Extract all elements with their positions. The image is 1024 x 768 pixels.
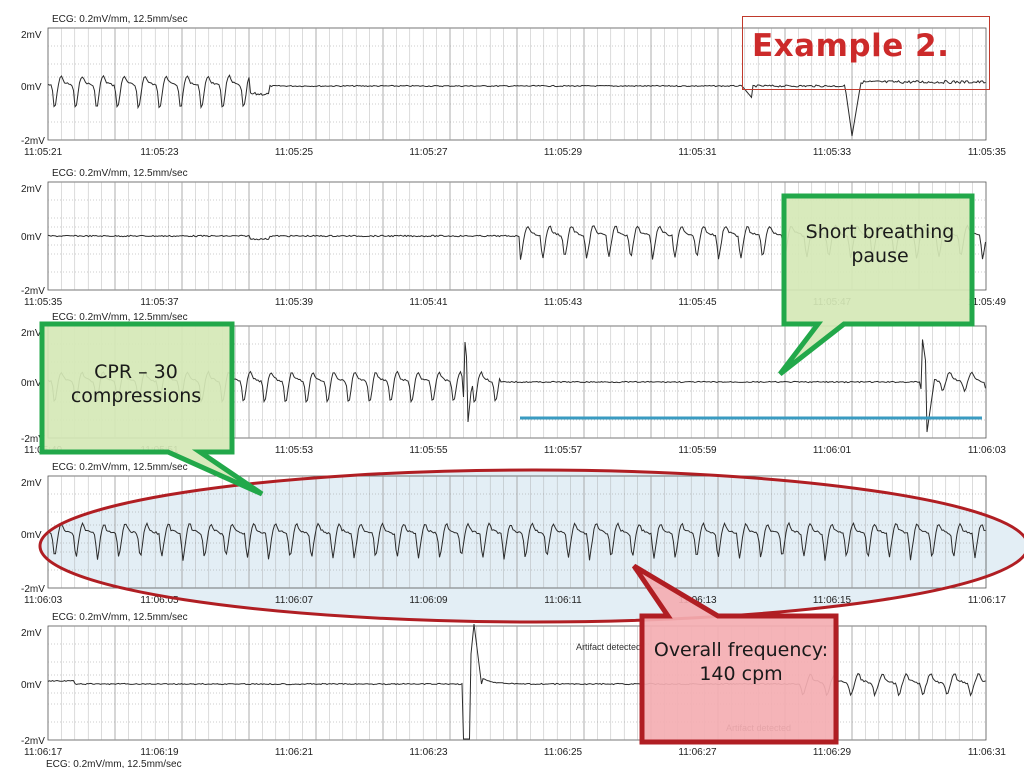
time-tick-label: 11:05:41 <box>409 297 448 308</box>
time-tick-label: 11:06:21 <box>275 747 314 758</box>
y-axis-label: 0mV <box>21 680 42 691</box>
time-tick-label: 11:05:43 <box>544 297 583 308</box>
time-tick-label: 11:06:03 <box>968 445 1007 456</box>
title-frame <box>742 16 990 90</box>
y-axis-label: -2mV <box>21 434 45 445</box>
time-tick-label: 11:05:39 <box>275 297 314 308</box>
breathing-callout-box <box>778 193 975 376</box>
y-axis-label: 2mV <box>21 184 42 195</box>
strip-caption: ECG: 0.2mV/mm, 12.5mm/sec <box>52 612 188 623</box>
time-tick-label: 11:05:29 <box>544 147 583 158</box>
time-tick-label: 11:05:35 <box>24 297 63 308</box>
y-axis-label: 0mV <box>21 232 42 243</box>
ecg-strip: ECG: 0.2mV/mm, 12.5mm/sec2mV0mV-2mV11:05… <box>21 14 1006 158</box>
y-axis-label: 2mV <box>21 30 42 41</box>
time-tick-label: 11:05:57 <box>544 445 583 456</box>
y-axis-label: -2mV <box>21 286 45 297</box>
time-tick-label: 11:05:25 <box>275 147 314 158</box>
time-tick-label: 11:06:23 <box>409 747 448 758</box>
time-tick-label: 11:06:25 <box>544 747 583 758</box>
time-tick-label: 11:05:59 <box>678 445 717 456</box>
time-tick-label: 11:05:55 <box>409 445 448 456</box>
time-tick-label: 11:06:09 <box>409 595 448 606</box>
y-axis-label: 2mV <box>21 478 42 489</box>
time-tick-label: 11:06:31 <box>968 747 1007 758</box>
time-tick-label: 11:06:27 <box>678 747 717 758</box>
time-tick-label: 11:06:17 <box>24 747 63 758</box>
time-tick-label: 11:06:17 <box>968 595 1007 606</box>
time-tick-label: 11:05:27 <box>409 147 448 158</box>
time-tick-label: 11:05:33 <box>813 147 852 158</box>
time-tick-label: 11:06:07 <box>275 595 314 606</box>
ecg-strip: ECG: 0.2mV/mm, 12.5mm/sec2mV0mV-2mV11:06… <box>21 612 1006 758</box>
time-tick-label: 11:06:05 <box>140 595 179 606</box>
time-tick-label: 11:06:15 <box>813 595 852 606</box>
ecg-trace <box>47 521 986 561</box>
strip-caption: ECG: 0.2mV/mm, 12.5mm/sec <box>52 14 188 25</box>
strip-caption: ECG: 0.2mV/mm, 12.5mm/sec <box>52 312 188 323</box>
ecg-trace <box>47 74 986 137</box>
time-tick-label: 11:06:19 <box>140 747 179 758</box>
time-tick-label: 11:05:49 <box>968 297 1007 308</box>
frequency-callout-box <box>631 563 839 745</box>
y-axis-label: 0mV <box>21 530 42 541</box>
y-axis-label: 2mV <box>21 328 42 339</box>
time-tick-label: 11:06:13 <box>678 595 717 606</box>
y-axis-label: 0mV <box>21 378 42 389</box>
y-axis-label: -2mV <box>21 736 45 747</box>
artifact-label: Artifact detected <box>576 642 641 652</box>
highlight-ellipse-fill <box>40 470 1024 622</box>
y-axis-label: 0mV <box>21 82 42 93</box>
time-tick-label: 11:05:45 <box>678 297 717 308</box>
time-tick-label: 11:05:37 <box>140 297 179 308</box>
cpr-callout-box <box>39 321 264 497</box>
slide-title: Example 2. <box>752 28 950 64</box>
time-tick-label: 11:06:11 <box>544 595 582 606</box>
breathing-callout-text: Short breathing pause <box>805 221 955 267</box>
y-axis-label: 2mV <box>21 628 42 639</box>
y-axis-label: -2mV <box>21 584 45 595</box>
strip-caption: ECG: 0.2mV/mm, 12.5mm/sec <box>52 168 188 179</box>
time-tick-label: 11:06:29 <box>813 747 852 758</box>
time-tick-label: 11:05:53 <box>275 445 314 456</box>
y-axis-label: -2mV <box>21 136 45 147</box>
time-tick-label: 11:06:01 <box>813 445 852 456</box>
strip-caption: ECG: 0.2mV/mm, 12.5mm/sec <box>52 462 188 473</box>
strip-caption: ECG: 0.2mV/mm, 12.5mm/sec <box>46 759 182 768</box>
cpr-callout-text: CPR – 30 compressions <box>70 361 202 407</box>
time-tick-label: 11:05:23 <box>140 147 179 158</box>
time-tick-label: 11:05:31 <box>678 147 717 158</box>
ecg-strip: ECG: 0.2mV/mm, 12.5mm/sec2mV0mV-2mV11:06… <box>21 462 1006 606</box>
time-tick-label: 11:05:35 <box>968 147 1007 158</box>
frequency-callout-text: Overall frequency: 140 cpm <box>653 639 829 685</box>
time-tick-label: 11:06:03 <box>24 595 63 606</box>
highlight-ellipse-outline <box>38 468 1024 624</box>
time-tick-label: 11:05:21 <box>24 147 63 158</box>
